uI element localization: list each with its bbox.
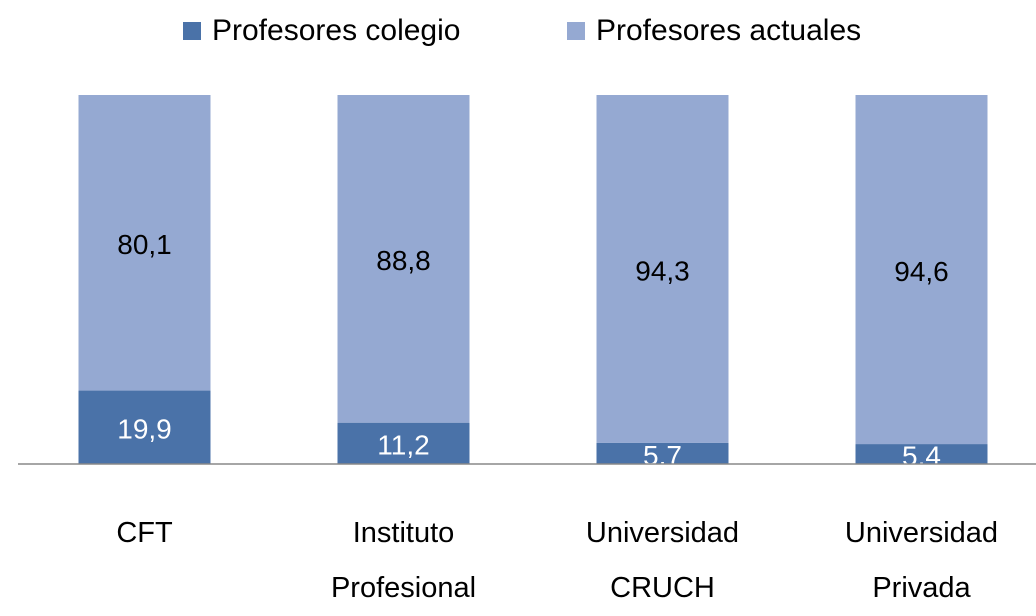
- legend-label: Profesores actuales: [596, 14, 861, 47]
- data-label: 94,6: [894, 256, 949, 287]
- data-label: 94,3: [635, 255, 690, 286]
- data-label: 5,4: [902, 440, 941, 471]
- legend-swatch: [567, 22, 585, 40]
- data-label: 80,1: [117, 229, 172, 260]
- data-label: 19,9: [117, 414, 172, 445]
- plot-area: 19,9 80,1 11,2 88,8 5,7 94,3 5,4 94,6: [79, 95, 988, 471]
- page: {"chart_data": {"type": "stacked-bar", "…: [0, 0, 1036, 600]
- legend-swatch: [183, 22, 201, 40]
- legend-label: Profesores colegio: [212, 14, 460, 47]
- data-label: 5,7: [643, 440, 682, 471]
- data-label: 11,2: [377, 430, 429, 461]
- data-label: 88,8: [376, 245, 431, 276]
- category-label: CFT: [25, 506, 265, 561]
